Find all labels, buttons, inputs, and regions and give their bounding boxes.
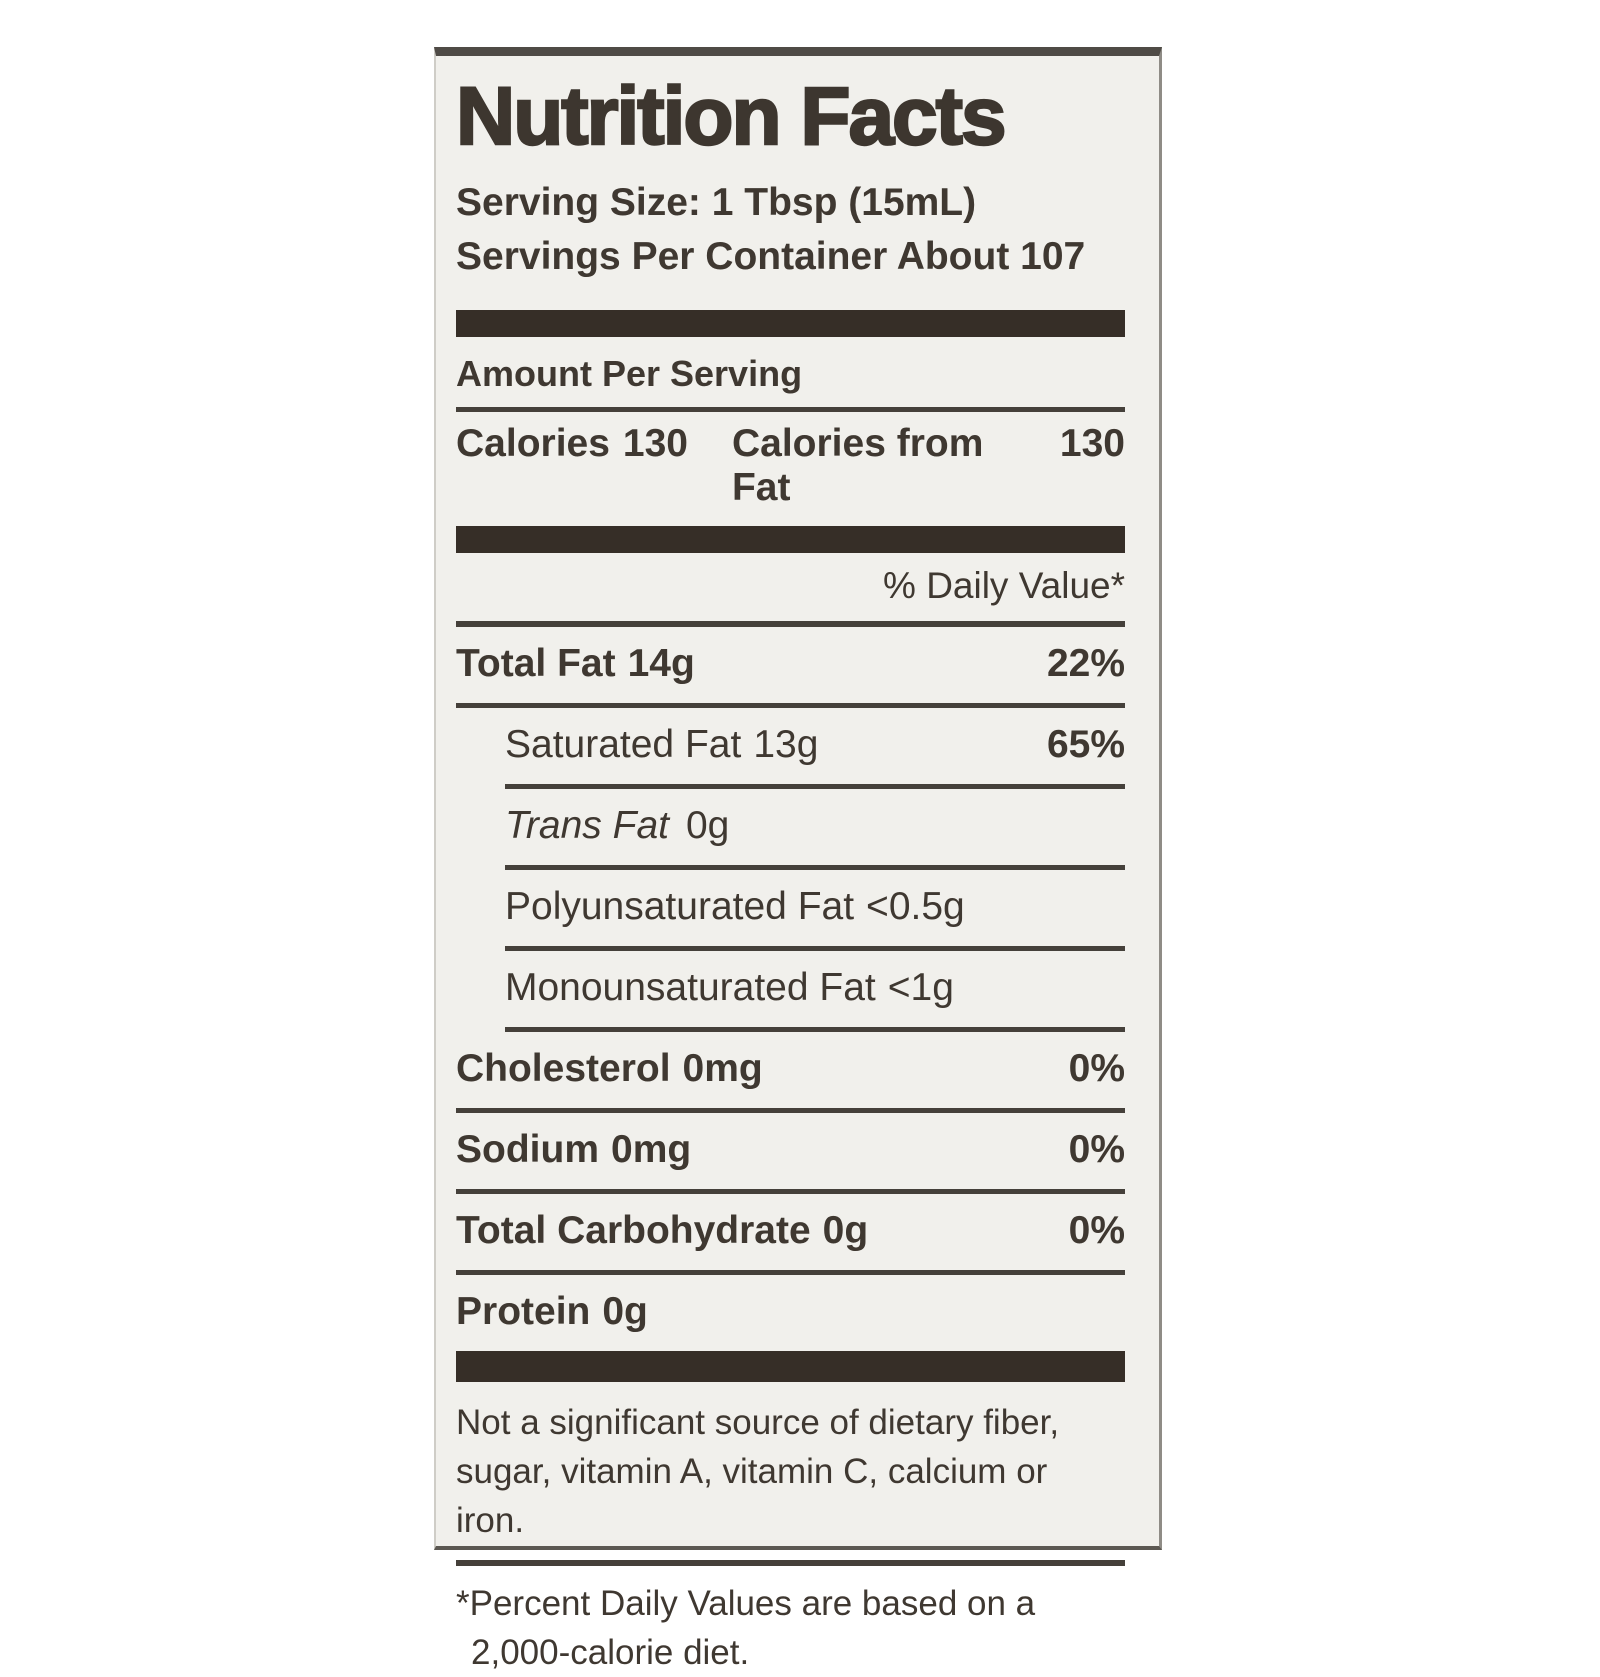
nutrient-amount: <0.5g — [866, 885, 965, 929]
nutrient-amount: 0g — [685, 804, 730, 848]
nutrient-label: Trans Fat — [505, 804, 669, 848]
nutrient-label: Monounsaturated Fat — [505, 966, 876, 1010]
label-title: Nutrition Facts — [455, 70, 1008, 163]
nutrient-row-sodium: Sodium 0mg 0% — [456, 1113, 1125, 1195]
nutrient-label: Total Carbohydrate — [456, 1209, 811, 1253]
separator-bar-top — [456, 310, 1125, 338]
nutrient-amount: 0g — [602, 1290, 648, 1334]
nutrient-amount: 0g — [822, 1209, 869, 1253]
nutrient-daily-value: 0% — [1068, 1047, 1125, 1091]
note-line: *Percent Daily Values are based on a — [456, 1584, 1036, 1624]
servings-per-container: Servings Per Container About 107 — [456, 235, 1086, 279]
rule — [456, 621, 1125, 628]
calories-from-fat-label: Calories from Fat — [731, 422, 984, 510]
nutrient-amount: 0mg — [611, 1128, 692, 1172]
nutrition-facts-label: Nutrition Facts Serving Size: 1 Tbsp (15… — [434, 47, 1162, 1672]
separator-bar-middle — [456, 526, 1125, 554]
calories-label: Calories — [456, 422, 610, 466]
daily-value-header: % Daily Value* — [883, 565, 1125, 607]
serving-info: Serving Size: 1 Tbsp (15mL) Servings Per… — [456, 176, 1125, 284]
rule — [456, 407, 1125, 413]
nutrient-row-cholesterol: Cholesterol 0mg 0% — [456, 1032, 1125, 1114]
nutrient-row-polyunsaturated-fat: Polyunsaturated Fat <0.5g — [505, 870, 1125, 952]
rule — [456, 1560, 1125, 1567]
note-line: 2,000-calorie diet. — [471, 1633, 750, 1673]
nutrient-label: Total Fat — [456, 642, 616, 686]
amount-per-serving-heading: Amount Per Serving — [456, 353, 803, 395]
nutrient-amount: 14g — [627, 642, 695, 686]
nutrient-row-total-fat: Total Fat 14g 22% — [456, 627, 1125, 709]
nutrient-label: Saturated Fat — [505, 723, 742, 767]
nutrient-amount: 0mg — [682, 1047, 763, 1091]
separator-bar-bottom — [456, 1351, 1125, 1383]
calories-value: 130 — [622, 422, 688, 466]
nutrient-daily-value: 65% — [1046, 723, 1125, 767]
note-line: sugar, vitamin A, vitamin C, calcium or … — [456, 1452, 1048, 1541]
nutrient-label: Cholesterol — [456, 1047, 671, 1091]
calories-from-fat-value: 130 — [1059, 422, 1125, 466]
nutrient-row-monounsaturated-fat: Monounsaturated Fat <1g — [505, 951, 1125, 1033]
serving-size: Serving Size: 1 Tbsp (15mL) — [456, 181, 977, 225]
nutrient-row-protein: Protein 0g — [456, 1275, 1125, 1351]
nutrient-daily-value: 22% — [1046, 642, 1125, 686]
nutrient-row-total-carbohydrate: Total Carbohydrate 0g 0% — [456, 1194, 1125, 1276]
nutrient-label: Sodium — [456, 1128, 599, 1172]
nutrient-label: Polyunsaturated Fat — [505, 885, 855, 929]
nutrient-daily-value: 0% — [1068, 1128, 1125, 1172]
note-line: Not a significant source of dietary fibe… — [456, 1403, 1060, 1443]
nutrient-daily-value: 0% — [1068, 1209, 1125, 1253]
nutrient-row-trans-fat: Trans Fat 0g — [505, 789, 1125, 871]
nutrient-row-saturated-fat: Saturated Fat 13g 65% — [505, 708, 1125, 790]
percent-daily-values-footnote: *Percent Daily Values are based on a 2,0… — [456, 1566, 1125, 1677]
not-significant-source-note: Not a significant source of dietary fibe… — [456, 1382, 1125, 1560]
nutrient-label: Protein — [456, 1290, 591, 1334]
calories-row: Calories 130 Calories from Fat 130 — [456, 412, 1125, 526]
nutrient-amount: <1g — [887, 966, 954, 1010]
nutrient-amount: 13g — [753, 723, 819, 767]
